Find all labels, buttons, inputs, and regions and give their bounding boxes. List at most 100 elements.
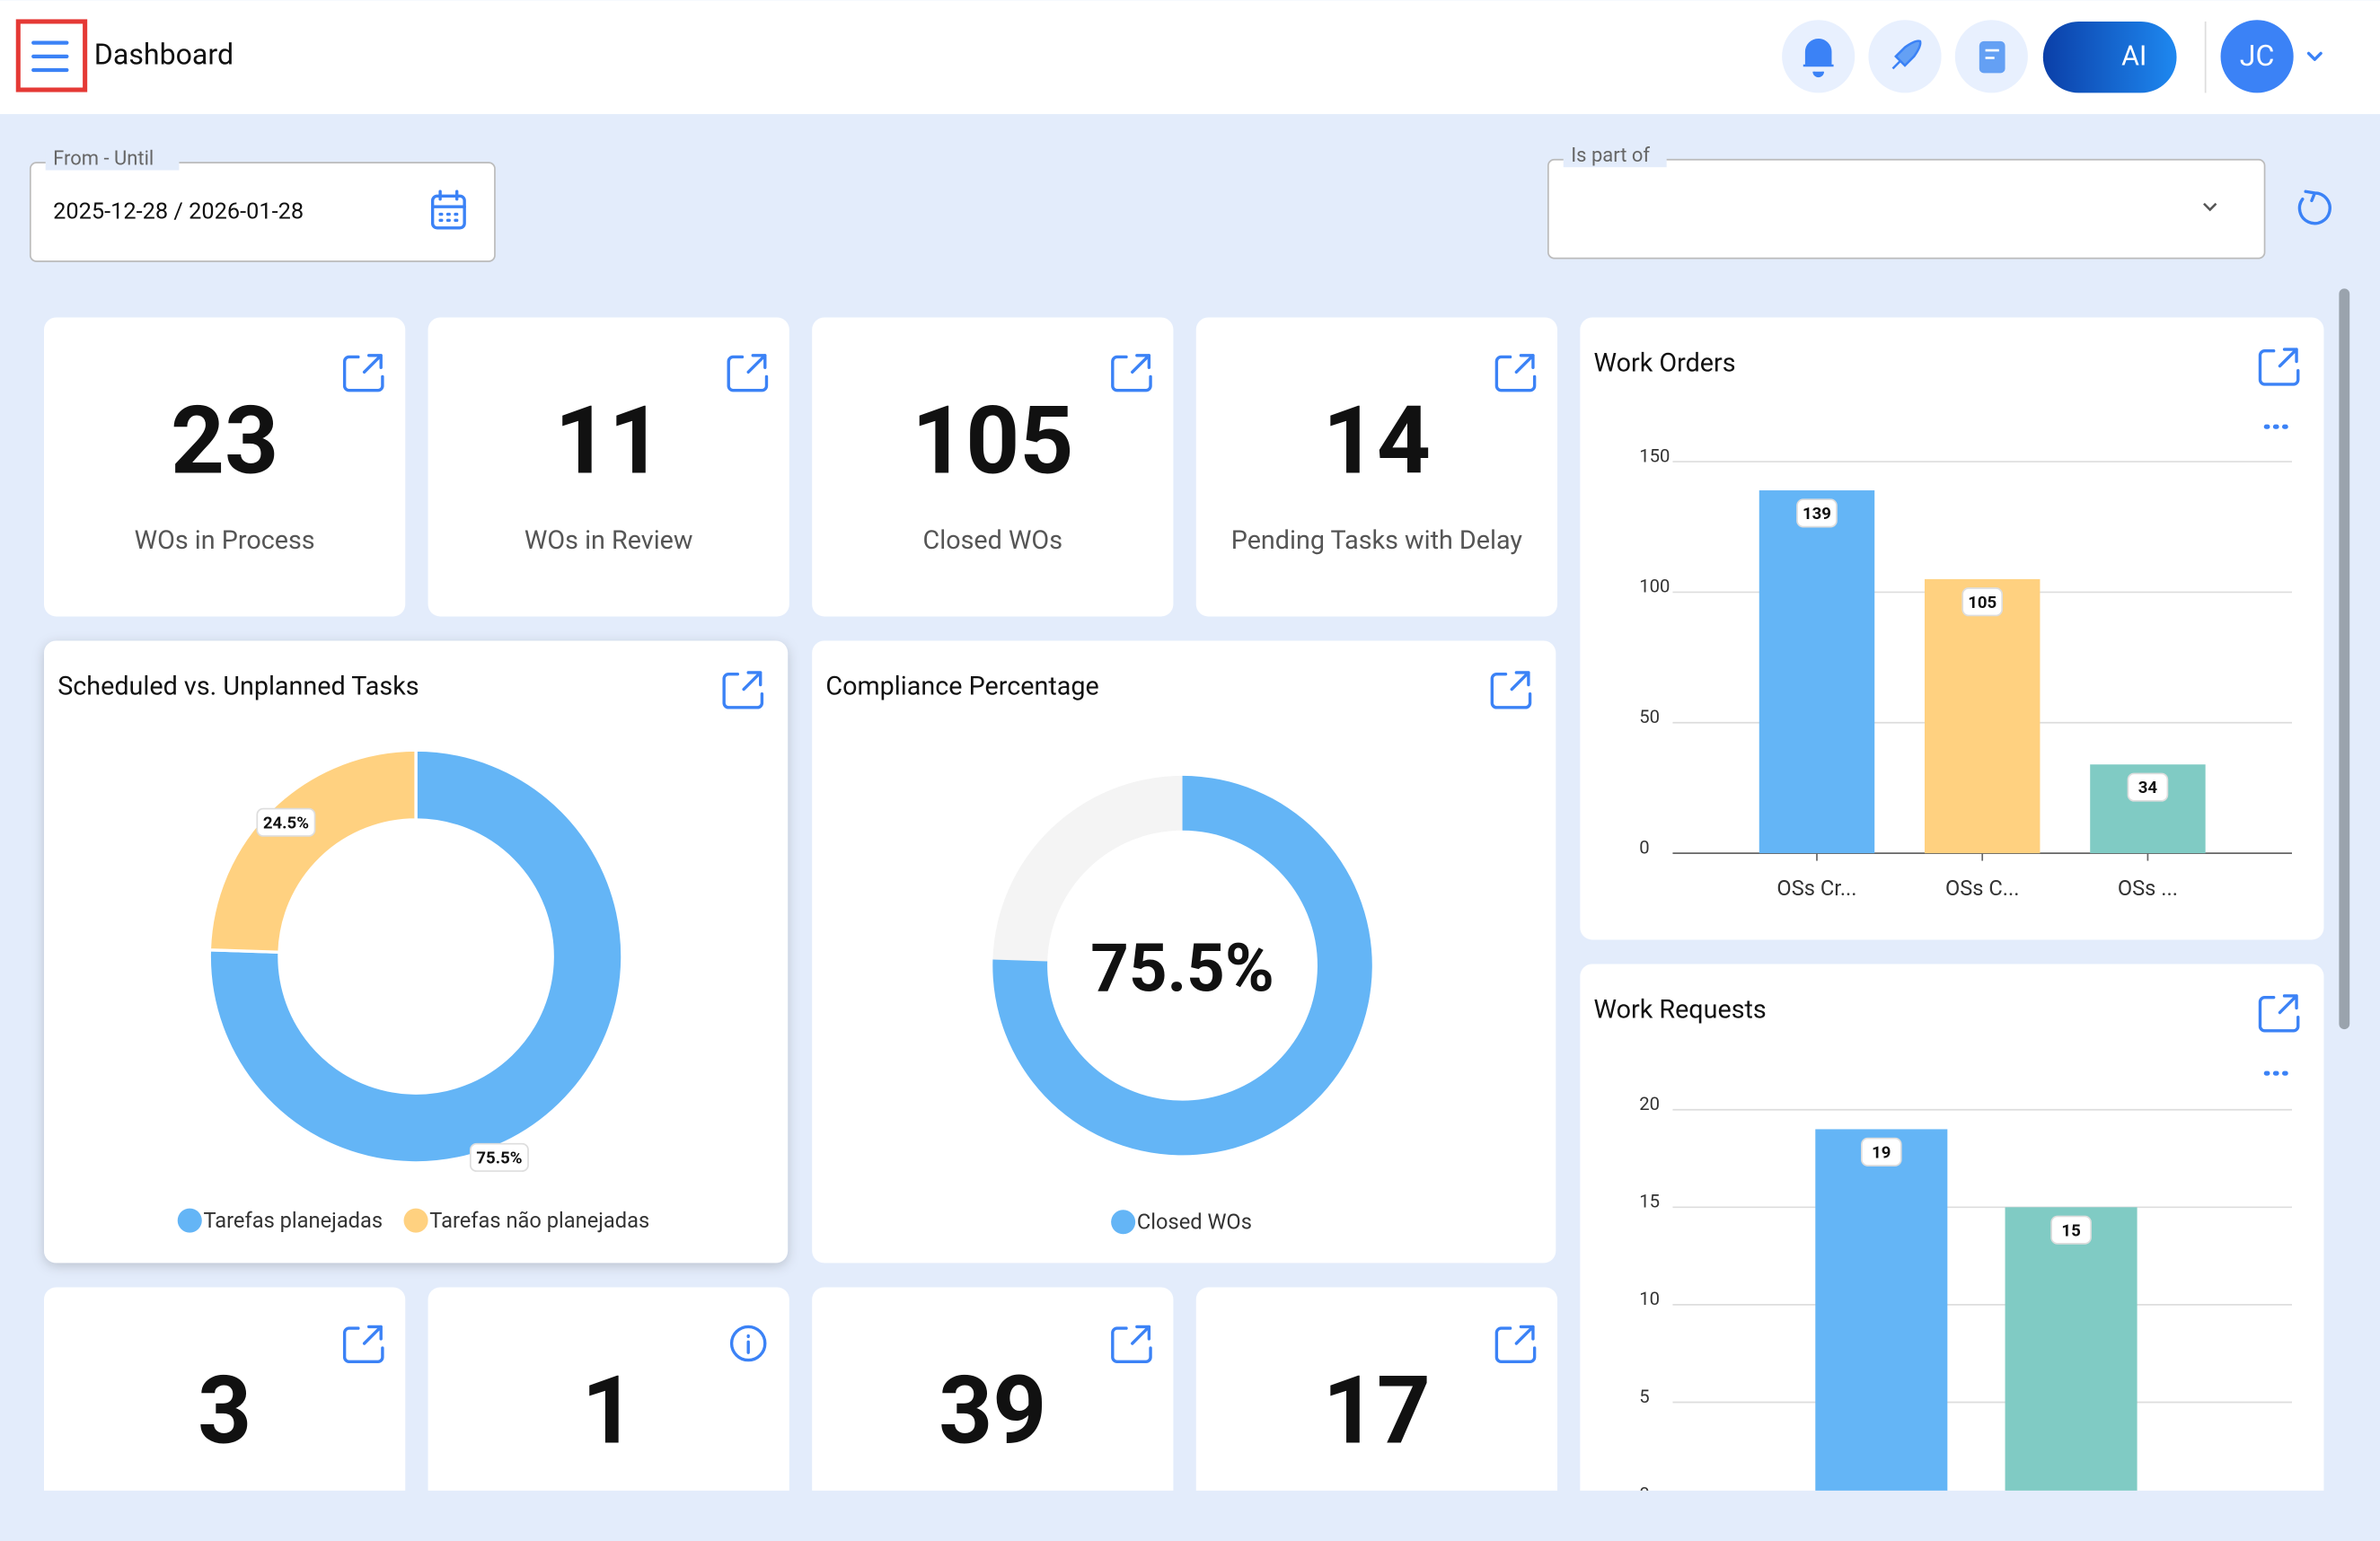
data-label-box [1961, 587, 2004, 617]
card [1195, 317, 1557, 617]
card [812, 1287, 1174, 1491]
open-icon [342, 354, 384, 392]
refresh-button[interactable] [2297, 189, 2332, 225]
open-icon [727, 354, 769, 392]
card [812, 640, 1556, 1264]
info-button[interactable] [729, 1325, 767, 1362]
legend-swatch [1111, 1210, 1136, 1235]
open-icon [1111, 354, 1152, 392]
legend-label: Closed WOs [1137, 1210, 1252, 1235]
data-label-box [2050, 1215, 2092, 1245]
date-filter[interactable]: From - Until 2025-12-28 / 2026-01-28 [29, 148, 496, 262]
y-tick-label: 10 [1639, 1288, 1660, 1309]
y-tick-label: 15 [1639, 1191, 1660, 1212]
part-of-label: Is part of [1571, 145, 1650, 167]
y-tick-label: 0 [1639, 1483, 1649, 1504]
card [44, 640, 789, 1264]
open-icon [1494, 1325, 1537, 1363]
open-button[interactable] [2258, 994, 2300, 1033]
open-button[interactable] [342, 1325, 384, 1363]
notifications-button[interactable] [1782, 20, 1856, 93]
open-button[interactable] [1494, 354, 1537, 392]
card [812, 317, 1174, 617]
y-tick-label: 150 [1639, 445, 1670, 466]
legend-swatch [177, 1208, 202, 1233]
donut-slice [207, 748, 624, 1165]
kpi-value: 3 [198, 1355, 251, 1466]
card [428, 317, 789, 617]
chart-title: Work Requests [1594, 994, 1767, 1025]
x-tick-label: OSs ... [2118, 876, 2178, 901]
data-label-box [1861, 1137, 1902, 1167]
data-label-box [256, 807, 316, 837]
kpi-value: 105 [912, 386, 1073, 497]
legend-swatch [403, 1208, 428, 1233]
scrollbar [2339, 288, 2350, 1030]
open-icon [1111, 1325, 1152, 1363]
open-button[interactable] [2258, 348, 2300, 386]
data-label: 15 [2061, 1220, 2080, 1240]
kpi-value: 11 [555, 386, 663, 497]
data-label-box [1796, 498, 1838, 528]
card [428, 1287, 789, 1491]
kpi-value: 1 [582, 1355, 636, 1466]
kpi-label: Pending Tasks with Delay [1231, 525, 1523, 556]
x-tick-label: OSs Cr... [1776, 876, 1856, 901]
data-label: 24.5% [263, 813, 309, 832]
y-tick-label: 50 [1639, 706, 1660, 727]
ai-label: AI [2121, 41, 2146, 73]
gauge-track [992, 775, 1183, 962]
open-button[interactable] [1111, 1325, 1152, 1363]
data-label: 34 [2138, 778, 2158, 797]
kpi-label: WOs in Process [135, 525, 315, 556]
docs-button[interactable] [1954, 20, 2028, 93]
open-button[interactable] [1490, 671, 1532, 709]
bar [2005, 1207, 2138, 1491]
gauge-label: 75.5% [1090, 929, 1274, 1008]
bar [1815, 1129, 1948, 1491]
kpi-value: 39 [939, 1355, 1046, 1466]
open-icon [1490, 671, 1532, 709]
y-tick-label: 5 [1639, 1386, 1649, 1407]
page-title: Dashboard [94, 37, 234, 71]
open-icon [342, 1325, 384, 1363]
data-label: 19 [1872, 1142, 1891, 1162]
donut-slice [207, 748, 418, 954]
card [44, 317, 406, 617]
open-button[interactable] [727, 354, 769, 392]
card [44, 1287, 406, 1491]
ai-button[interactable]: AI [2042, 21, 2177, 93]
legend-label: Tarefas não planejadas [429, 1208, 649, 1233]
data-label: 139 [1803, 504, 1831, 524]
kpi-label: Closed WOs [923, 525, 1063, 556]
legend-label: Tarefas planejadas [203, 1208, 383, 1233]
data-label-box [2127, 772, 2169, 802]
open-button[interactable] [342, 354, 384, 392]
part-of-filter[interactable]: Is part of [1547, 145, 2266, 260]
kpi-value: 17 [1323, 1355, 1431, 1466]
open-icon [2258, 994, 2300, 1033]
card [1195, 1287, 1557, 1491]
open-icon [1494, 354, 1537, 392]
kpi-value: 23 [171, 386, 278, 497]
bar [1759, 490, 1875, 854]
chart-title: Scheduled vs. Unplanned Tasks [57, 671, 419, 701]
open-button[interactable] [1494, 1325, 1537, 1363]
data-label: 105 [1968, 593, 1997, 612]
kpi-value: 14 [1323, 386, 1431, 497]
chart-title: Compliance Percentage [825, 671, 1098, 701]
rocket-button[interactable] [1868, 20, 1942, 93]
open-icon [2258, 348, 2300, 386]
date-filter-value: 2025-12-28 / 2026-01-28 [53, 198, 304, 225]
open-button[interactable] [722, 671, 764, 709]
open-button[interactable] [1111, 354, 1152, 392]
card [1580, 964, 2324, 1491]
user-menu[interactable]: JC [2220, 20, 2323, 93]
y-tick-label: 0 [1639, 836, 1649, 858]
menu-button[interactable] [15, 19, 88, 92]
date-filter-label: From - Until [53, 148, 154, 171]
data-label-box [469, 1142, 529, 1172]
